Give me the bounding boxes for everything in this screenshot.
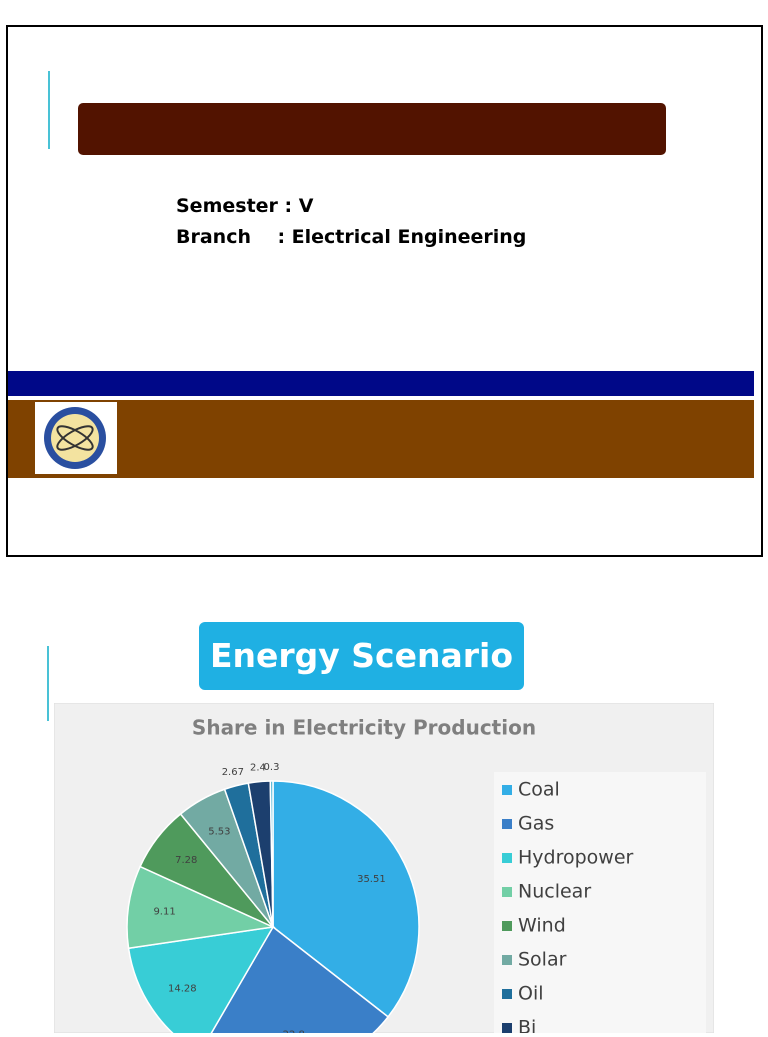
pie-slice xyxy=(126,865,276,950)
legend-label: Wind xyxy=(518,915,566,937)
logo-graphic xyxy=(44,407,106,469)
legend-swatch xyxy=(502,887,512,897)
data-label: 9.11 xyxy=(153,907,175,918)
pie-slice xyxy=(272,780,420,1018)
data-label: 0.3 xyxy=(264,762,280,773)
legend-box xyxy=(494,772,706,1037)
logo xyxy=(35,402,117,474)
data-label: 22.8 xyxy=(283,1030,305,1033)
legend-swatch xyxy=(502,1023,512,1033)
slide-title: Energy Scenario xyxy=(199,622,524,690)
chart-area: Share in Electricity Production 35.51 22.… xyxy=(53,702,715,1037)
data-label: 5.53 xyxy=(208,827,230,838)
semester: Semester : V xyxy=(176,195,314,217)
branch: Branch : Electrical Engineering xyxy=(176,226,527,248)
legend-swatch xyxy=(502,785,512,795)
title-bar xyxy=(78,103,666,155)
legend-swatch xyxy=(502,819,512,829)
legend-label: Hydropower xyxy=(518,847,634,869)
legend-label: Solar xyxy=(518,949,567,971)
logo-orbit xyxy=(56,425,94,451)
slide: Semester : V Branch : Electrical Enginee… xyxy=(6,25,763,557)
legend-label: Nuclear xyxy=(518,881,591,903)
legend-label: Gas xyxy=(518,813,554,835)
logo-center xyxy=(51,414,99,462)
accent-line xyxy=(48,71,50,149)
accent-line xyxy=(47,646,49,721)
data-label: 35.51 xyxy=(357,874,386,885)
pie-slice xyxy=(269,780,274,928)
pie-slice xyxy=(127,926,275,1037)
data-label: 14.28 xyxy=(168,983,197,994)
legend-swatch xyxy=(502,921,512,931)
chart: Share in Electricity Production 35.51 22.… xyxy=(53,702,715,1037)
legend-swatch xyxy=(502,853,512,863)
legend-swatch xyxy=(502,989,512,999)
chart-title: Share in Electricity Production xyxy=(192,716,536,740)
data-label: 7.28 xyxy=(175,855,197,866)
brown-band xyxy=(8,400,754,478)
legend-label: Coal xyxy=(518,779,560,801)
logo-orbit xyxy=(56,425,94,451)
legend-label: Oil xyxy=(518,983,544,1005)
data-label: 2.4 xyxy=(250,763,266,774)
data-label: 2.67 xyxy=(222,767,244,778)
legend-swatch xyxy=(502,955,512,965)
legend-label: Bi xyxy=(518,1017,536,1034)
blue-band xyxy=(8,371,754,396)
